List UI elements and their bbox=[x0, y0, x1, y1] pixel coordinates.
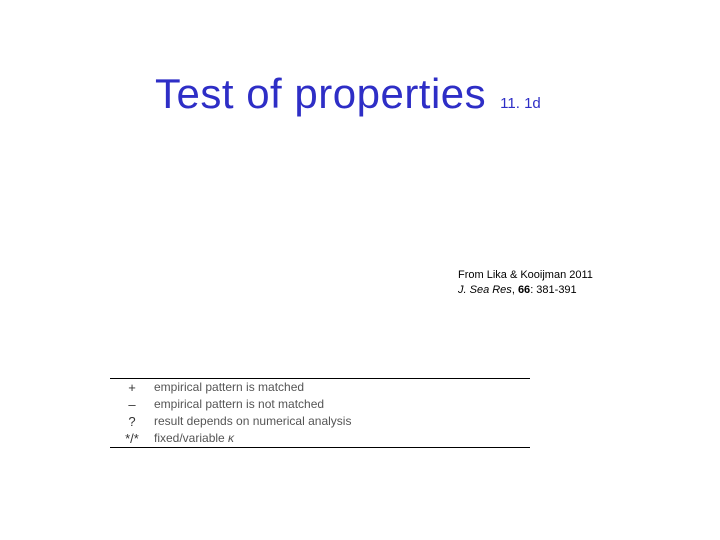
legend-symbol-minus: – bbox=[110, 397, 154, 412]
citation-journal: J. Sea Res bbox=[458, 284, 512, 296]
title-row: Test of properties 11. 1d bbox=[155, 70, 541, 118]
citation-line1: From Lika & Kooijman 2011 bbox=[458, 268, 593, 283]
kappa-symbol: κ bbox=[228, 431, 234, 445]
legend-symbol-question: ? bbox=[110, 414, 154, 429]
legend-symbol-plus: + bbox=[110, 380, 154, 395]
citation-volume: 66 bbox=[518, 284, 530, 296]
legend-row: – empirical pattern is not matched bbox=[110, 396, 530, 413]
legend-row: ? result depends on numerical analysis bbox=[110, 413, 530, 430]
legend-row: + empirical pattern is matched bbox=[110, 379, 530, 396]
legend-text: result depends on numerical analysis bbox=[154, 414, 530, 429]
citation: From Lika & Kooijman 2011 J. Sea Res, 66… bbox=[458, 268, 593, 298]
legend-text: fixed/variable κ bbox=[154, 431, 530, 446]
legend-symbol-star: */* bbox=[110, 431, 154, 446]
citation-pages: : 381-391 bbox=[530, 284, 576, 296]
legend-table: + empirical pattern is matched – empiric… bbox=[110, 378, 530, 448]
slide: Test of properties 11. 1d From Lika & Ko… bbox=[0, 0, 720, 540]
title-subscript: 11. 1d bbox=[500, 95, 541, 112]
legend-row: */* fixed/variable κ bbox=[110, 430, 530, 447]
legend-text: empirical pattern is matched bbox=[154, 380, 530, 395]
legend-text-prefix: fixed/variable bbox=[154, 431, 228, 445]
legend-text: empirical pattern is not matched bbox=[154, 397, 530, 412]
page-title: Test of properties bbox=[155, 70, 486, 118]
citation-line2: J. Sea Res, 66: 381-391 bbox=[458, 283, 593, 298]
